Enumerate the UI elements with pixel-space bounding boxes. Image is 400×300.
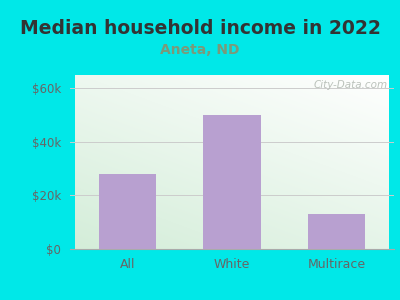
Bar: [308, 214, 365, 249]
Text: City-Data.com: City-Data.com: [313, 80, 388, 90]
Bar: [99, 174, 156, 249]
Text: Aneta, ND: Aneta, ND: [160, 44, 240, 58]
Bar: [203, 115, 261, 249]
Text: Median household income in 2022: Median household income in 2022: [20, 20, 380, 38]
